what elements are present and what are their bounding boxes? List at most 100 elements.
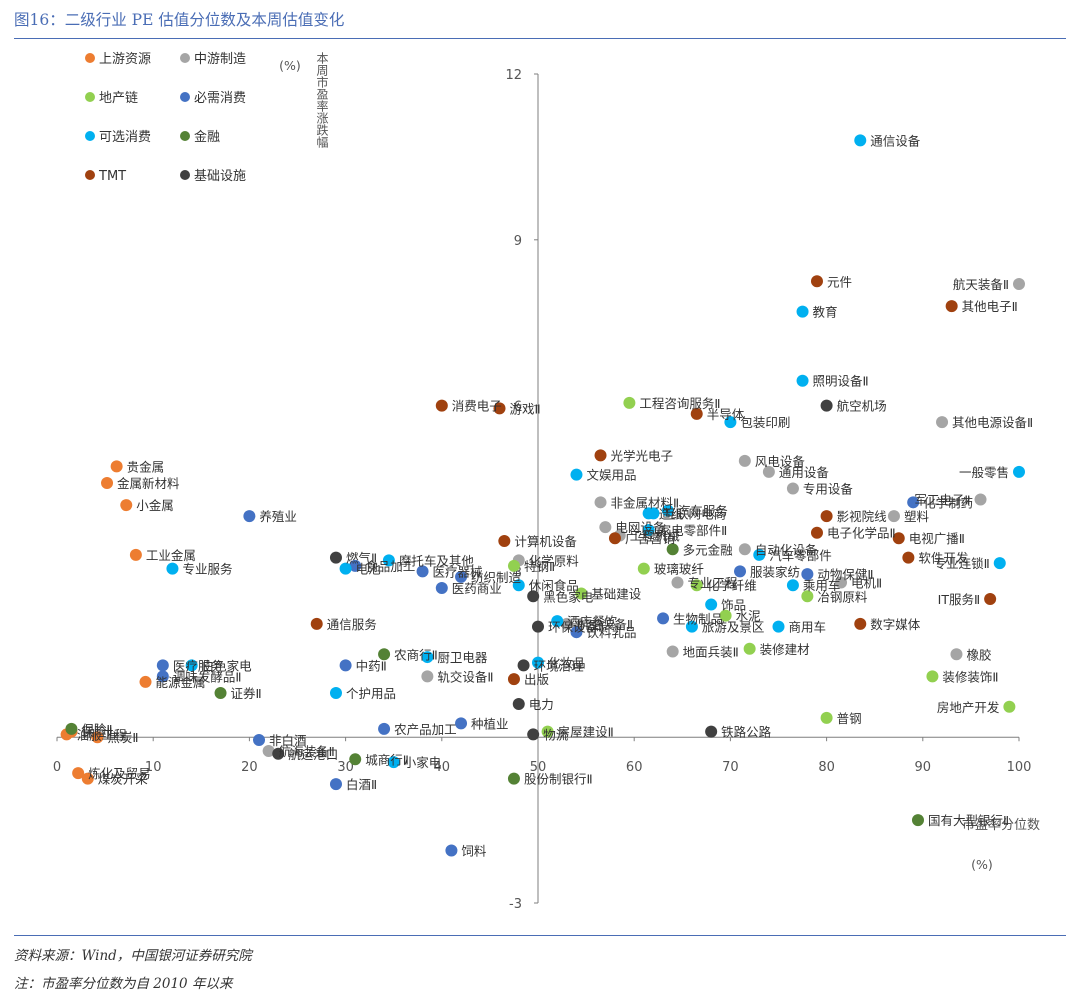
data-point [993,557,1006,570]
data-point [1013,465,1025,478]
point-label: 造纸 [659,506,685,521]
point-label: 焦炭Ⅱ [107,730,138,745]
point-label: 特钢Ⅱ [524,559,555,574]
point-label: 普钢 [837,711,862,726]
point-label: 其他电源设备Ⅱ [952,415,1033,430]
point-label: 饲料 [461,843,487,858]
data-point [796,305,809,318]
point-label: IT服务Ⅱ [938,592,980,607]
legend-marker [85,53,95,63]
data-point [416,565,429,578]
point-label: 能源金属 [156,675,206,690]
x-tick-label: 100 [1007,760,1032,775]
point-label: 股份制银行Ⅱ [524,772,593,787]
x-axis-unit: (%) [971,857,993,872]
point-label: 水泥 [736,609,761,624]
data-point [690,579,703,592]
point-label: 广告营销 [625,531,675,546]
point-label: 国有大型银行Ⅱ [928,813,1009,828]
legend-marker [85,92,95,102]
data-point [110,460,123,473]
y-tick-label: 12 [505,68,522,83]
data-point [887,510,900,523]
data-point [570,468,583,481]
data-point [139,675,152,688]
point-label: 服装家纺 [750,564,800,579]
point-label: 照明设备Ⅱ [813,374,869,389]
legend-label: 金融 [194,129,220,145]
point-label: 商用车 [789,620,827,635]
point-label: 金属新材料 [117,476,180,491]
data-point [599,521,612,534]
legend-marker [180,131,190,141]
data-point [560,617,573,630]
x-tick-label: 80 [818,760,835,775]
data-point [637,562,650,575]
point-label: 燃气Ⅱ [346,551,377,566]
data-point [445,844,458,857]
y-axis-unit: (%) [279,58,301,73]
point-label: 包装印刷 [740,415,790,430]
point-label: 白色家电 [202,658,253,673]
legend-marker [180,53,190,63]
data-point [657,612,670,625]
point-label: 贵金属 [127,459,165,474]
data-point [378,648,391,661]
data-point [507,772,520,785]
legend-label: 地产链 [99,91,138,106]
data-point [349,559,362,572]
x-tick-label: 40 [434,760,451,775]
data-point [185,659,198,672]
data-point [705,598,718,611]
data-point [810,275,823,288]
data-point [786,482,799,495]
point-label: 小家电 [404,755,442,770]
data-point [907,496,920,509]
legend-label: 可选消费 [99,130,151,145]
data-point [253,733,266,746]
point-label: 物流 [543,727,569,742]
point-label: 通信服务 [327,617,377,632]
data-point [911,814,924,827]
data-point [387,756,400,769]
data-point [570,626,583,639]
data-point [724,416,737,429]
data-point [772,620,785,633]
data-point [705,725,718,738]
point-label: 房屋建设Ⅱ [558,725,614,740]
data-point [1013,278,1025,291]
point-label: 电网设备 [615,520,666,535]
point-label: 专业连锁Ⅱ [934,556,990,571]
y-tick-label: 9 [514,234,522,249]
data-point [329,551,342,564]
point-label: 纺织制造 [471,570,522,585]
point-label: 橡胶 [966,647,991,662]
point-label: 自动化设备 [755,542,818,557]
point-label: 非金属材料Ⅱ [611,495,680,510]
point-label: 厨卫电器 [437,650,488,665]
data-point [493,402,506,415]
data-point [156,670,169,683]
point-label: 小金属 [136,498,174,513]
point-label: 风电设备 [755,454,806,469]
point-label: 装修建材 [760,642,810,657]
point-label: 调味发酵品Ⅱ [173,669,242,684]
point-label: 摩托车及其他 [399,553,475,568]
data-point [339,659,352,672]
point-label: 城商行Ⅱ [365,752,409,767]
point-label: 通用设备 [779,465,830,480]
point-label: 工程咨询服务Ⅱ [639,396,720,411]
point-label: 工业金属 [146,548,196,563]
data-point [950,648,963,661]
data-point [243,510,256,523]
data-point [623,396,636,409]
y-axis-label: 本周市盈率涨跌幅 [315,52,329,149]
point-label: 医药商业 [452,581,502,596]
x-tick-label: 70 [722,760,739,775]
data-point [507,559,520,572]
axes: 0 10 20 30 40 50 60 70 80 90 100 12 9 6 3 -3 本周市盈率涨跌幅 (%)… [53,52,1040,912]
point-label: 影视院线 [837,509,888,524]
data-point [661,504,674,517]
data-point [166,562,179,575]
data-point [786,579,799,592]
